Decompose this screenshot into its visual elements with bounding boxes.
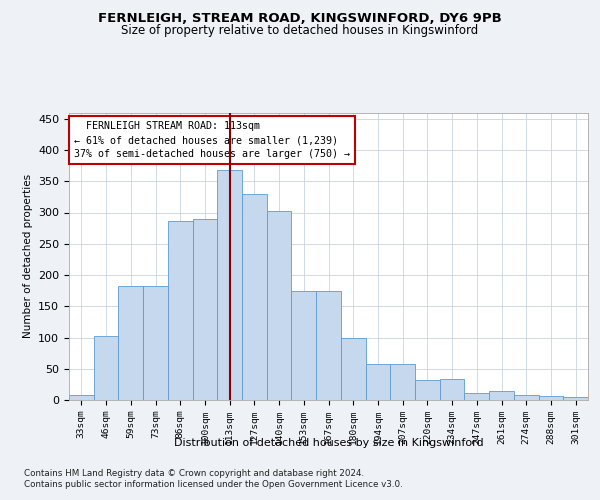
Bar bbox=[267, 211, 292, 400]
Y-axis label: Number of detached properties: Number of detached properties bbox=[23, 174, 32, 338]
Bar bbox=[292, 290, 316, 400]
Bar bbox=[539, 396, 563, 400]
Bar bbox=[69, 395, 94, 400]
Bar bbox=[118, 286, 143, 400]
Bar bbox=[168, 220, 193, 400]
Bar bbox=[489, 390, 514, 400]
Text: FERNLEIGH STREAM ROAD: 113sqm
← 61% of detached houses are smaller (1,239)
37% o: FERNLEIGH STREAM ROAD: 113sqm ← 61% of d… bbox=[74, 121, 350, 159]
Bar bbox=[464, 392, 489, 400]
Bar bbox=[94, 336, 118, 400]
Bar bbox=[514, 395, 539, 400]
Text: Distribution of detached houses by size in Kingswinford: Distribution of detached houses by size … bbox=[174, 438, 484, 448]
Bar bbox=[143, 286, 168, 400]
Text: Contains public sector information licensed under the Open Government Licence v3: Contains public sector information licen… bbox=[24, 480, 403, 489]
Bar bbox=[341, 338, 365, 400]
Bar bbox=[217, 170, 242, 400]
Bar bbox=[365, 364, 390, 400]
Bar bbox=[440, 379, 464, 400]
Bar bbox=[316, 290, 341, 400]
Bar bbox=[415, 380, 440, 400]
Text: FERNLEIGH, STREAM ROAD, KINGSWINFORD, DY6 9PB: FERNLEIGH, STREAM ROAD, KINGSWINFORD, DY… bbox=[98, 12, 502, 26]
Bar bbox=[390, 364, 415, 400]
Text: Contains HM Land Registry data © Crown copyright and database right 2024.: Contains HM Land Registry data © Crown c… bbox=[24, 469, 364, 478]
Bar bbox=[242, 194, 267, 400]
Bar bbox=[193, 219, 217, 400]
Bar bbox=[563, 397, 588, 400]
Text: Size of property relative to detached houses in Kingswinford: Size of property relative to detached ho… bbox=[121, 24, 479, 37]
